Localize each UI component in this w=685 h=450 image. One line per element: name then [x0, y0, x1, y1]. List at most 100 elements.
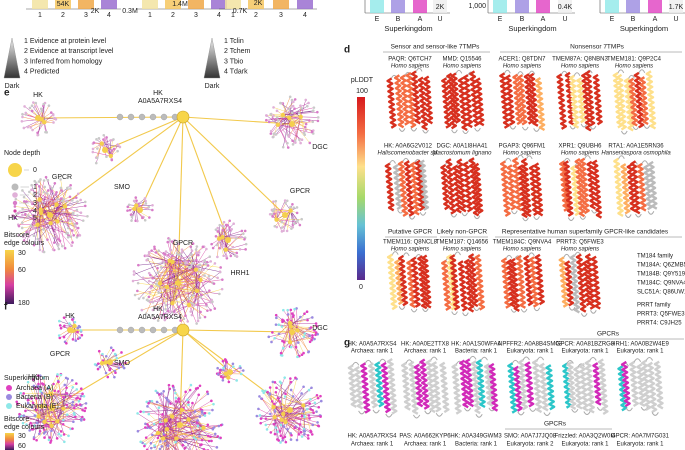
- node: [163, 439, 167, 443]
- value-label: 2K: [436, 4, 445, 11]
- node: [57, 390, 60, 393]
- legend-item: 2 Evidence at transcript level: [24, 48, 114, 55]
- helix: [639, 76, 649, 126]
- node: [212, 282, 216, 285]
- structure-id: PAQR: Q6TCH7: [388, 57, 432, 63]
- node: [32, 234, 36, 238]
- helix: [470, 360, 481, 415]
- loop: [422, 129, 429, 134]
- node: [14, 197, 18, 201]
- network-cluster: [136, 383, 224, 450]
- node: [156, 319, 160, 322]
- node: [287, 407, 293, 413]
- node: [189, 383, 193, 387]
- loop: [589, 125, 597, 130]
- node: [149, 441, 153, 445]
- edge: [28, 399, 43, 407]
- node: [311, 423, 315, 427]
- node: [168, 238, 171, 241]
- edge: [166, 271, 198, 288]
- loop: [645, 357, 654, 361]
- node: [151, 276, 154, 280]
- node: [200, 293, 203, 297]
- loop: [526, 155, 533, 160]
- loop: [408, 215, 416, 220]
- node: [216, 435, 220, 438]
- node: [17, 233, 21, 237]
- protein-structure: [384, 157, 430, 220]
- node: [222, 220, 226, 224]
- node: [166, 309, 170, 313]
- node: [270, 400, 274, 403]
- legend-label: Archaea (A): [16, 385, 53, 392]
- node: [83, 204, 87, 208]
- panel-label: e: [4, 88, 10, 99]
- node: [281, 320, 284, 324]
- helix: [441, 259, 452, 312]
- node: [91, 150, 95, 154]
- structure-rank: Bacteria: rank 1: [455, 442, 498, 448]
- loop: [358, 410, 366, 415]
- node: [45, 192, 49, 195]
- node: [316, 110, 319, 114]
- loop: [624, 214, 632, 218]
- node: [96, 156, 99, 160]
- node: [37, 197, 42, 202]
- node: [30, 200, 33, 204]
- node: [279, 122, 283, 125]
- loop: [528, 252, 535, 257]
- node: [226, 224, 230, 227]
- edge: [157, 393, 209, 434]
- family-name: TM184 family: [637, 254, 673, 260]
- node: [117, 366, 121, 370]
- edge: [273, 209, 291, 211]
- protein-structure: [451, 355, 499, 418]
- node: [302, 351, 305, 355]
- node: [220, 234, 225, 240]
- node: [160, 326, 168, 334]
- node: [54, 202, 59, 207]
- node: [195, 322, 198, 325]
- edge: [37, 224, 54, 250]
- node: [50, 186, 54, 190]
- group-header: Likely non-GPCR: [437, 229, 488, 236]
- edge: [64, 206, 81, 236]
- node: [33, 105, 37, 108]
- edge: [170, 403, 204, 429]
- node: [53, 389, 57, 393]
- bar-stub: [669, 0, 683, 13]
- node: [225, 255, 228, 258]
- node: [298, 423, 302, 426]
- node: [76, 200, 79, 203]
- edge: [43, 104, 45, 123]
- network-cluster: [264, 95, 320, 149]
- loop: [579, 216, 587, 220]
- node: [315, 324, 319, 328]
- node: [257, 407, 260, 411]
- bitscore-bar: [5, 433, 14, 450]
- node: [272, 422, 276, 426]
- helix: [414, 159, 426, 212]
- loop: [571, 408, 579, 413]
- node: [195, 251, 198, 255]
- node: [188, 256, 191, 260]
- loop: [536, 356, 545, 361]
- node: [210, 242, 213, 246]
- helix: [418, 159, 430, 211]
- cluster-label: GPCR: [50, 351, 70, 358]
- node: [219, 266, 222, 269]
- value-label: 0.7K: [233, 8, 248, 15]
- node: [36, 237, 40, 241]
- loop: [454, 251, 461, 256]
- node: [138, 326, 146, 334]
- value-label: 54K: [57, 1, 70, 8]
- helix: [643, 164, 653, 211]
- node: [308, 402, 311, 405]
- helix: [534, 253, 545, 306]
- node: [213, 262, 217, 265]
- helix: [517, 74, 528, 126]
- network-cluster: [57, 316, 84, 345]
- node: [201, 245, 205, 249]
- node: [308, 334, 311, 337]
- node: [30, 183, 33, 187]
